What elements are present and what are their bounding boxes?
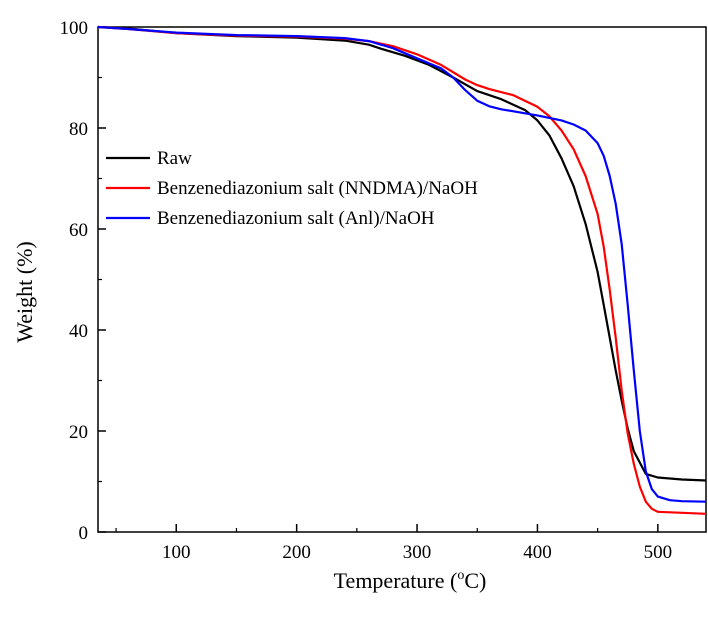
plot-frame bbox=[97, 26, 707, 533]
y-tick-label: 60 bbox=[69, 220, 88, 241]
y-tick-label: 80 bbox=[69, 119, 88, 140]
series-line-0 bbox=[97, 25, 707, 482]
x-tick-label: 400 bbox=[523, 542, 552, 563]
x-tick-label: 100 bbox=[162, 542, 191, 563]
series-line-1 bbox=[97, 25, 707, 515]
x-tick-label: 200 bbox=[282, 542, 311, 563]
x-axis-title-unit: C) bbox=[464, 568, 486, 593]
y-axis-ticks: 0 20 40 60 80 100 bbox=[60, 18, 106, 544]
legend-label-0: Raw bbox=[157, 148, 192, 169]
y-tick-label: 0 bbox=[79, 523, 89, 544]
y-tick-label: 100 bbox=[60, 18, 89, 39]
y-tick-label: 20 bbox=[69, 422, 88, 443]
series-line-2 bbox=[97, 25, 707, 503]
x-axis-title-degree: o bbox=[457, 568, 464, 583]
x-axis-title-main: Temperature ( bbox=[334, 568, 458, 593]
y-axis-title: Weight (%) bbox=[12, 241, 37, 342]
x-axis-ticks: 100 200 300 400 500 bbox=[115, 524, 673, 563]
plot-border bbox=[97, 26, 707, 533]
legend-label-2: Benzenediazonium salt (Anl)/NaOH bbox=[157, 208, 435, 229]
legend: Raw Benzenediazonium salt (NNDMA)/NaOH Ben… bbox=[106, 148, 478, 229]
y-tick-label: 40 bbox=[69, 321, 88, 342]
x-tick-label: 500 bbox=[644, 542, 673, 563]
x-tick-label: 300 bbox=[403, 542, 432, 563]
series-layer bbox=[97, 25, 707, 515]
x-axis-title: Temperature (oC) bbox=[334, 568, 487, 593]
legend-label-1: Benzenediazonium salt (NNDMA)/NaOH bbox=[157, 178, 478, 199]
